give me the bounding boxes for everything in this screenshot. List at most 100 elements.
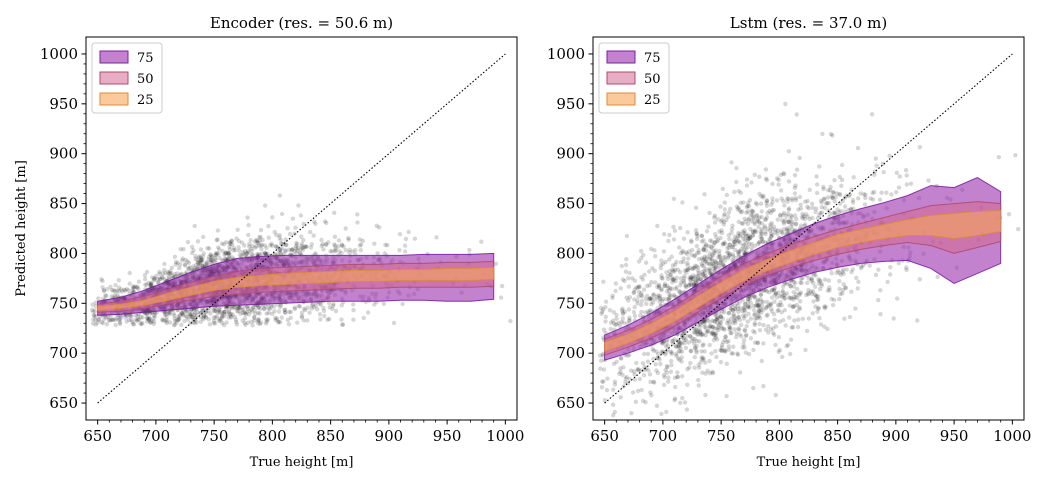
scatter-point [743,241,749,246]
scatter-point [283,310,288,315]
scatter-point [726,210,732,215]
scatter-point [756,224,761,230]
scatter-point [191,317,196,322]
scatter-point [705,329,711,334]
scatter-point [659,288,664,293]
scatter-point [278,303,284,308]
scatter-point [659,349,664,354]
scatter-point [140,315,145,320]
scatter-point [736,326,741,331]
scatter-point [330,306,335,311]
scatter-point [343,226,348,231]
scatter-point [753,316,758,322]
scatter-point [309,306,314,311]
scatter-point [722,200,727,205]
scatter-point [639,299,644,304]
scatter-point [762,225,767,231]
scatter-point [143,282,148,287]
scatter-point [755,304,761,309]
scatter-point [657,357,662,362]
scatter-point [740,243,745,249]
scatter-point [727,236,732,242]
scatter-point [761,193,766,198]
scatter-point [840,198,846,204]
scatter-point [624,233,630,239]
scatter-point [710,370,716,376]
scatter-point [692,345,698,350]
scatter-point [757,302,762,307]
scatter-point [819,210,825,215]
scatter-point [798,202,803,207]
scatter-point [731,313,736,318]
scatter-point [759,194,764,199]
scatter-point [749,180,754,185]
scatter-point [215,310,220,315]
scatter-point [718,347,723,352]
scatter-point [733,255,738,261]
scatter-point [803,222,808,227]
scatter-point [339,303,344,308]
scatter-point [190,314,195,320]
scatter-point [826,278,831,283]
scatter-point [769,234,774,239]
scatter-point [351,307,356,313]
scatter-point [136,286,141,292]
scatter-point [147,317,152,322]
scatter-point [825,195,831,200]
scatter-point [752,322,757,328]
scatter-point [311,233,316,238]
scatter-point [745,238,750,243]
scatter-point [258,320,264,325]
scatter-point [220,320,225,326]
scatter-point [611,310,616,315]
scatter-point [273,317,278,323]
scatter-point [722,240,727,245]
scatter-point [222,310,227,315]
scatter-point [731,238,736,243]
scatter-point [694,329,699,334]
scatter-point [674,351,679,357]
scatter-point [607,308,613,313]
scatter-point [784,228,789,233]
scatter-point [626,284,631,289]
scatter-point [118,317,123,322]
scatter-point [237,252,243,258]
scatter-point [201,315,206,320]
scatter-point [694,327,699,333]
scatter-point [718,314,723,319]
scatter-point [226,256,231,261]
scatter-point [814,206,819,211]
scatter-point [935,274,940,280]
scatter-point [250,323,255,328]
scatter-point [263,252,269,257]
scatter-point [659,273,664,278]
scatter-point [197,264,203,269]
scatter-point [244,309,249,315]
scatter-point [687,283,692,288]
scatter-point [686,256,691,261]
scatter-point [320,242,325,247]
scatter-point [701,247,706,253]
scatter-point [805,280,810,286]
scatter-point [198,258,204,263]
scatter-point [753,294,758,299]
scatter-point [252,318,257,323]
scatter-point [665,274,670,279]
scatter-point [313,221,318,226]
scatter-point [730,320,735,326]
scatter-point [694,264,699,269]
scatter-point [162,310,167,315]
scatter-point [664,370,669,375]
scatter-point [199,257,205,263]
scatter-point [713,335,718,341]
scatter-point [710,318,715,323]
scatter-point [244,250,249,256]
scatter-point [674,275,679,280]
scatter-point [676,245,682,250]
scatter-point [107,318,113,323]
scatter-point [745,304,751,309]
scatter-point [183,257,188,263]
scatter-point [240,307,246,312]
scatter-point [699,256,705,261]
